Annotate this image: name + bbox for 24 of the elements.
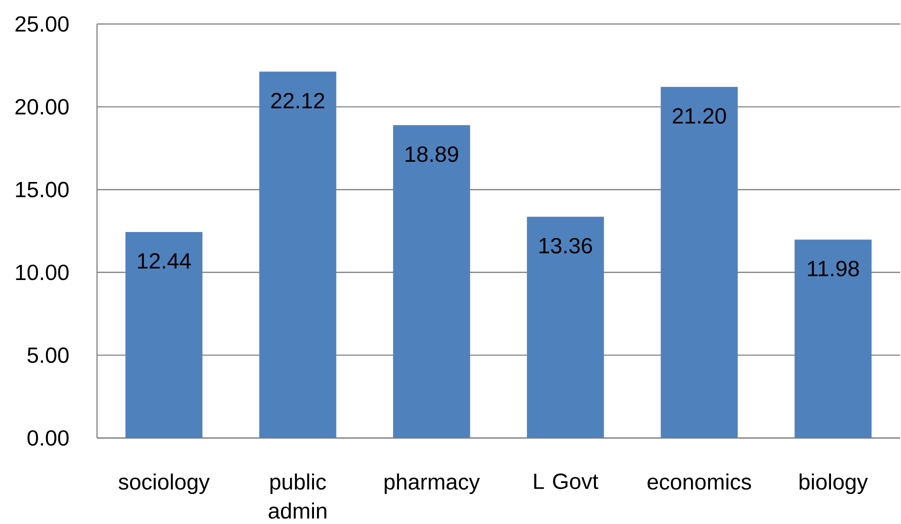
data-label: 22.12 bbox=[271, 92, 324, 108]
x-tick-label: pharmacy bbox=[384, 474, 480, 494]
x-tick-label: public admin bbox=[268, 474, 326, 519]
bar bbox=[125, 232, 202, 438]
data-label: 12.44 bbox=[138, 253, 191, 269]
y-tick-label: 0.00 bbox=[28, 430, 69, 446]
data-label: 11.98 bbox=[808, 260, 859, 276]
data-label: 13.36 bbox=[540, 238, 592, 254]
x-tick-label: biology bbox=[800, 474, 868, 494]
y-tick-label: 25.00 bbox=[16, 16, 69, 32]
bar bbox=[794, 240, 872, 438]
bar bbox=[526, 216, 604, 438]
data-label: 18.89 bbox=[406, 146, 458, 162]
x-tick-label: economics bbox=[648, 474, 752, 490]
y-tick-label: 20.00 bbox=[16, 99, 69, 115]
y-tick-label: 10.00 bbox=[16, 264, 69, 280]
y-tick-label: 15.00 bbox=[16, 182, 69, 198]
bar bbox=[259, 72, 336, 438]
bar bbox=[660, 86, 738, 438]
data-label: 21.20 bbox=[672, 108, 726, 124]
x-tick-label: sociology bbox=[118, 474, 210, 494]
bar bbox=[393, 125, 470, 438]
x-tick-label: L Govt bbox=[534, 474, 598, 490]
y-tick-label: 5.00 bbox=[28, 347, 69, 363]
